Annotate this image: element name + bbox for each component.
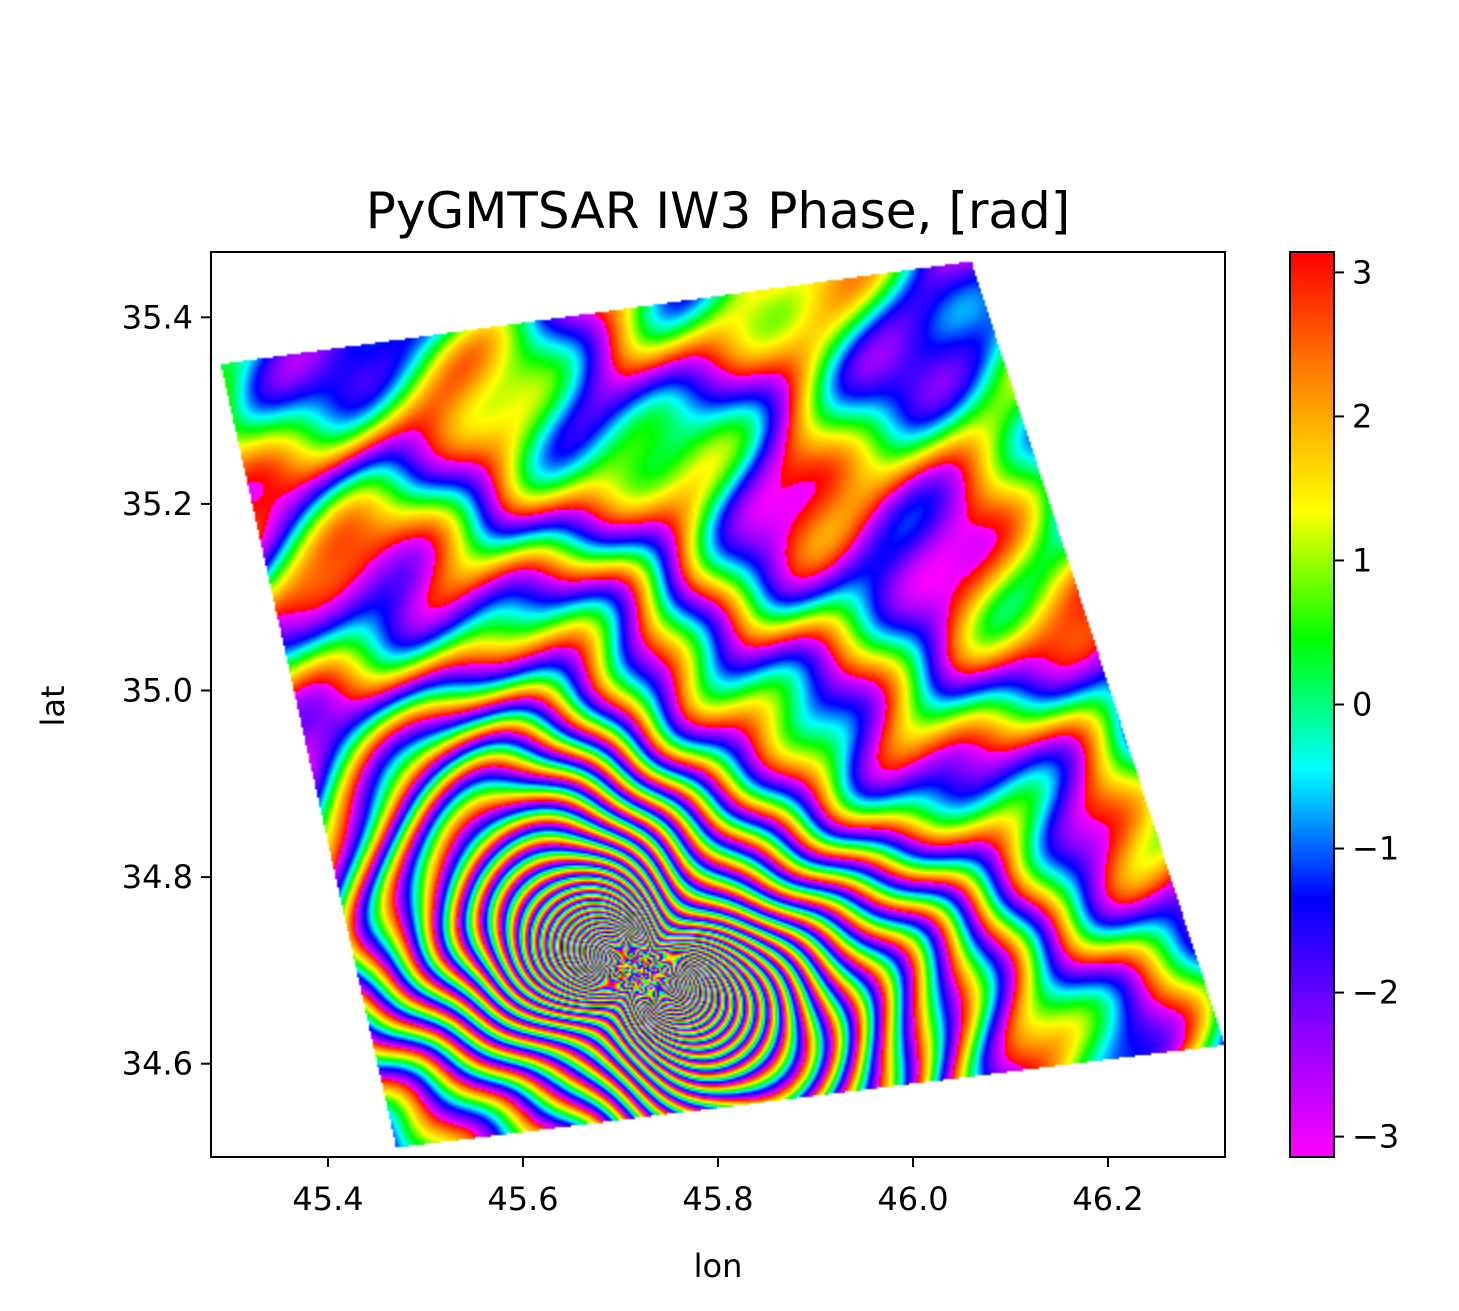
colorbar-ticks: −3 −2 −1 0 1 2 3 (1334, 253, 1399, 1156)
y-tick-label: 34.6 (122, 1045, 193, 1083)
x-axis-label: lon (694, 1247, 743, 1285)
y-tick-label: 35.2 (122, 485, 193, 523)
y-tick-label: 35.4 (122, 298, 193, 336)
y-tick-label: 34.8 (122, 858, 193, 896)
colorbar-tick-label: 0 (1352, 686, 1372, 724)
y-axis: 34.6 34.8 35.0 35.2 35.4 (122, 298, 211, 1083)
y-tick-label: 35.0 (122, 672, 193, 710)
x-tick-label: 45.8 (682, 1180, 753, 1218)
x-tick-label: 45.4 (292, 1180, 363, 1218)
colorbar-scale (1289, 251, 1335, 1158)
plot-area (210, 251, 1226, 1158)
phase-raster (211, 252, 1225, 1157)
y-axis-label: lat (34, 685, 72, 726)
x-axis: 45.4 45.6 45.8 46.0 46.2 (292, 1157, 1144, 1218)
chart-title: PyGMTSAR IW3 Phase, [rad] (366, 182, 1071, 240)
colorbar-tick-label: 2 (1352, 397, 1372, 435)
colorbar-tick-label: −3 (1352, 1118, 1399, 1156)
colorbar-tick-label: −2 (1352, 974, 1399, 1012)
colorbar-tick-label: 3 (1352, 253, 1372, 291)
colorbar: −3 −2 −1 0 1 2 3 (1289, 251, 1399, 1158)
colorbar-tick-label: 1 (1352, 541, 1372, 579)
x-tick-label: 45.6 (487, 1180, 558, 1218)
x-tick-label: 46.0 (877, 1180, 948, 1218)
x-tick-label: 46.2 (1072, 1180, 1143, 1218)
colorbar-tick-label: −1 (1352, 830, 1399, 868)
